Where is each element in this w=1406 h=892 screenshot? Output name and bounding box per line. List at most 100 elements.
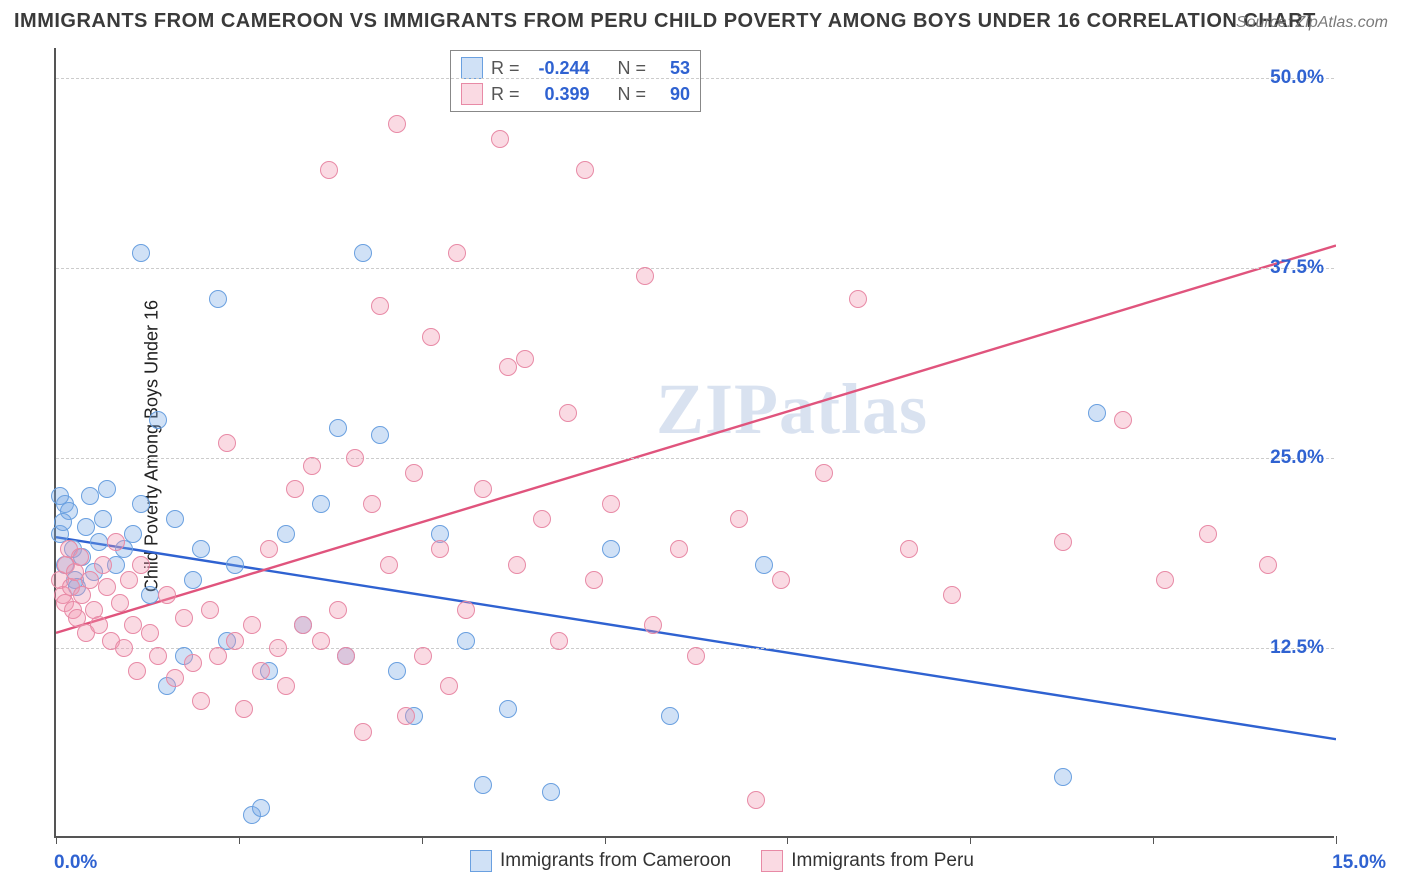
point-peru — [602, 495, 620, 513]
trend-lines-svg — [56, 48, 1336, 838]
point-peru — [585, 571, 603, 589]
point-peru — [158, 586, 176, 604]
point-peru — [431, 540, 449, 558]
point-cameroon — [542, 783, 560, 801]
swatch-cameroon — [470, 850, 492, 872]
legend-correlation-box: R = -0.244 N = 53 R = 0.399 N = 90 — [450, 50, 701, 112]
gridline — [56, 458, 1334, 459]
point-peru — [533, 510, 551, 528]
point-cameroon — [51, 487, 69, 505]
point-peru — [90, 616, 108, 634]
point-peru — [388, 115, 406, 133]
chart-title: IMMIGRANTS FROM CAMEROON VS IMMIGRANTS F… — [14, 10, 1316, 33]
x-tick — [605, 836, 606, 844]
point-peru — [132, 556, 150, 574]
point-cameroon — [81, 487, 99, 505]
point-cameroon — [252, 799, 270, 817]
n-label: N = — [618, 81, 647, 107]
gridline — [56, 78, 1334, 79]
point-peru — [124, 616, 142, 634]
point-peru — [559, 404, 577, 422]
point-peru — [474, 480, 492, 498]
trendline-peru — [56, 246, 1336, 633]
point-peru — [1156, 571, 1174, 589]
point-peru — [252, 662, 270, 680]
n-label: N = — [618, 55, 647, 81]
point-peru — [422, 328, 440, 346]
point-peru — [900, 540, 918, 558]
chart-container: IMMIGRANTS FROM CAMEROON VS IMMIGRANTS F… — [0, 0, 1406, 892]
point-peru — [1054, 533, 1072, 551]
point-peru — [448, 244, 466, 262]
point-peru — [312, 632, 330, 650]
point-cameroon — [184, 571, 202, 589]
point-peru — [329, 601, 347, 619]
x-axis-min-label: 0.0% — [54, 852, 97, 874]
point-peru — [226, 632, 244, 650]
point-cameroon — [94, 510, 112, 528]
point-cameroon — [132, 495, 150, 513]
point-cameroon — [124, 525, 142, 543]
x-tick — [239, 836, 240, 844]
point-peru — [508, 556, 526, 574]
point-cameroon — [1054, 768, 1072, 786]
point-peru — [730, 510, 748, 528]
x-axis-max-label: 15.0% — [1332, 852, 1386, 874]
point-cameroon — [388, 662, 406, 680]
x-tick — [56, 836, 57, 844]
point-peru — [414, 647, 432, 665]
legend-series-box: Immigrants from Cameroon Immigrants from… — [470, 850, 974, 872]
legend-label-peru: Immigrants from Peru — [791, 850, 974, 872]
point-peru — [636, 267, 654, 285]
point-peru — [243, 616, 261, 634]
x-tick — [1153, 836, 1154, 844]
point-peru — [371, 297, 389, 315]
point-peru — [849, 290, 867, 308]
r-label: R = — [491, 81, 520, 107]
point-peru — [277, 677, 295, 695]
point-cameroon — [90, 533, 108, 551]
point-cameroon — [132, 244, 150, 262]
point-cameroon — [192, 540, 210, 558]
source-name: ZipAtlas.com — [1296, 14, 1388, 31]
source-prefix: Source: — [1236, 14, 1291, 31]
point-peru — [94, 556, 112, 574]
legend-row-cameroon: R = -0.244 N = 53 — [461, 55, 690, 81]
point-peru — [320, 161, 338, 179]
point-cameroon — [312, 495, 330, 513]
point-peru — [516, 350, 534, 368]
point-peru — [670, 540, 688, 558]
point-peru — [235, 700, 253, 718]
source-label: Source: ZipAtlas.com — [1236, 14, 1388, 32]
point-cameroon — [474, 776, 492, 794]
swatch-peru — [461, 83, 483, 105]
r-value-peru: 0.399 — [528, 81, 590, 107]
point-peru — [1114, 411, 1132, 429]
x-tick — [970, 836, 971, 844]
x-tick — [422, 836, 423, 844]
point-cameroon — [277, 525, 295, 543]
point-cameroon — [354, 244, 372, 262]
point-cameroon — [141, 586, 159, 604]
point-peru — [346, 449, 364, 467]
point-cameroon — [98, 480, 116, 498]
point-peru — [644, 616, 662, 634]
point-peru — [260, 540, 278, 558]
point-cameroon — [755, 556, 773, 574]
point-peru — [218, 434, 236, 452]
point-peru — [363, 495, 381, 513]
x-tick — [1336, 836, 1337, 844]
legend-item-peru: Immigrants from Peru — [761, 850, 974, 872]
point-peru — [115, 639, 133, 657]
point-peru — [550, 632, 568, 650]
point-cameroon — [209, 290, 227, 308]
point-cameroon — [54, 513, 72, 531]
point-cameroon — [371, 426, 389, 444]
point-peru — [380, 556, 398, 574]
point-peru — [499, 358, 517, 376]
point-peru — [943, 586, 961, 604]
swatch-cameroon — [461, 57, 483, 79]
point-cameroon — [329, 419, 347, 437]
point-peru — [201, 601, 219, 619]
n-value-cameroon: 53 — [654, 55, 690, 81]
